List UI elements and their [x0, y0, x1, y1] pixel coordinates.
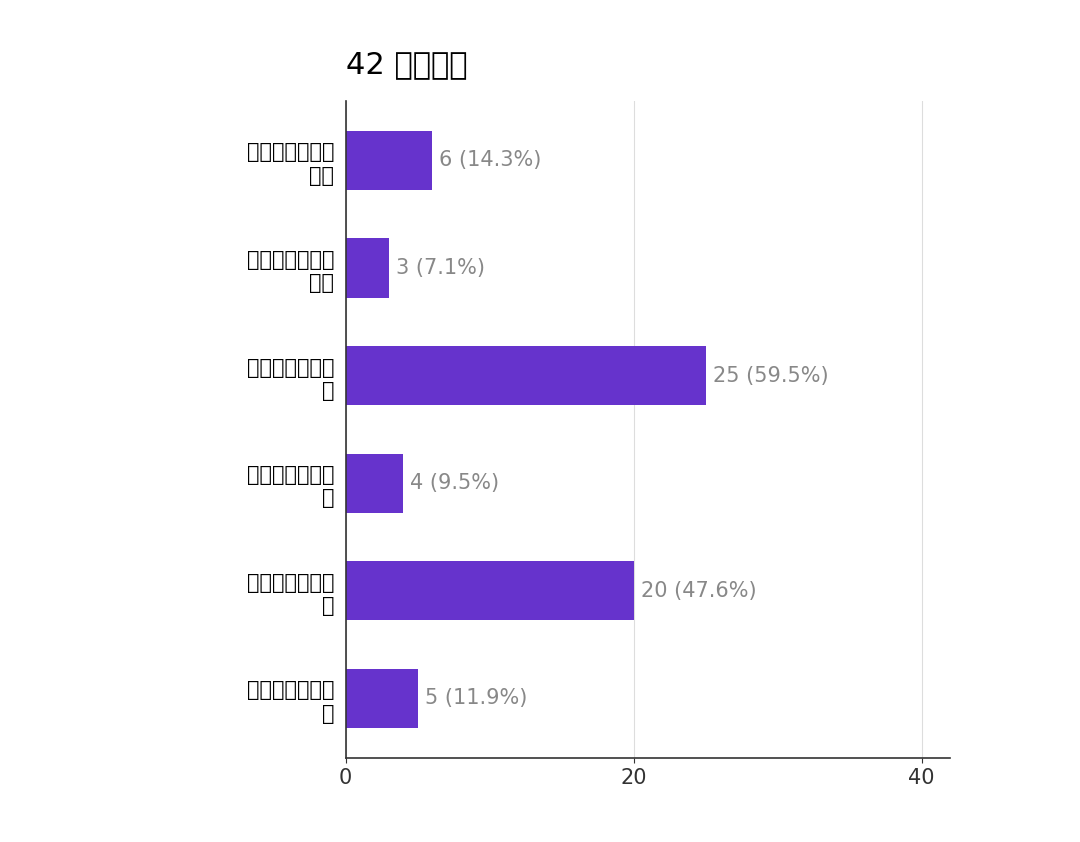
Text: 20 (47.6%): 20 (47.6%) [640, 581, 756, 601]
Bar [346, 346, 705, 405]
Text: 3 (7.1%): 3 (7.1%) [396, 258, 485, 278]
Bar [346, 454, 403, 513]
Text: 42 件の回答: 42 件の回答 [346, 51, 468, 79]
Text: 6 (14.3%): 6 (14.3%) [440, 151, 541, 170]
Text: 5 (11.9%): 5 (11.9%) [424, 689, 527, 708]
Bar [346, 562, 634, 621]
Bar [346, 131, 432, 190]
Text: 4 (9.5%): 4 (9.5%) [410, 473, 500, 493]
Bar [346, 238, 389, 297]
Text: 25 (59.5%): 25 (59.5%) [713, 365, 828, 386]
Bar [346, 669, 418, 728]
